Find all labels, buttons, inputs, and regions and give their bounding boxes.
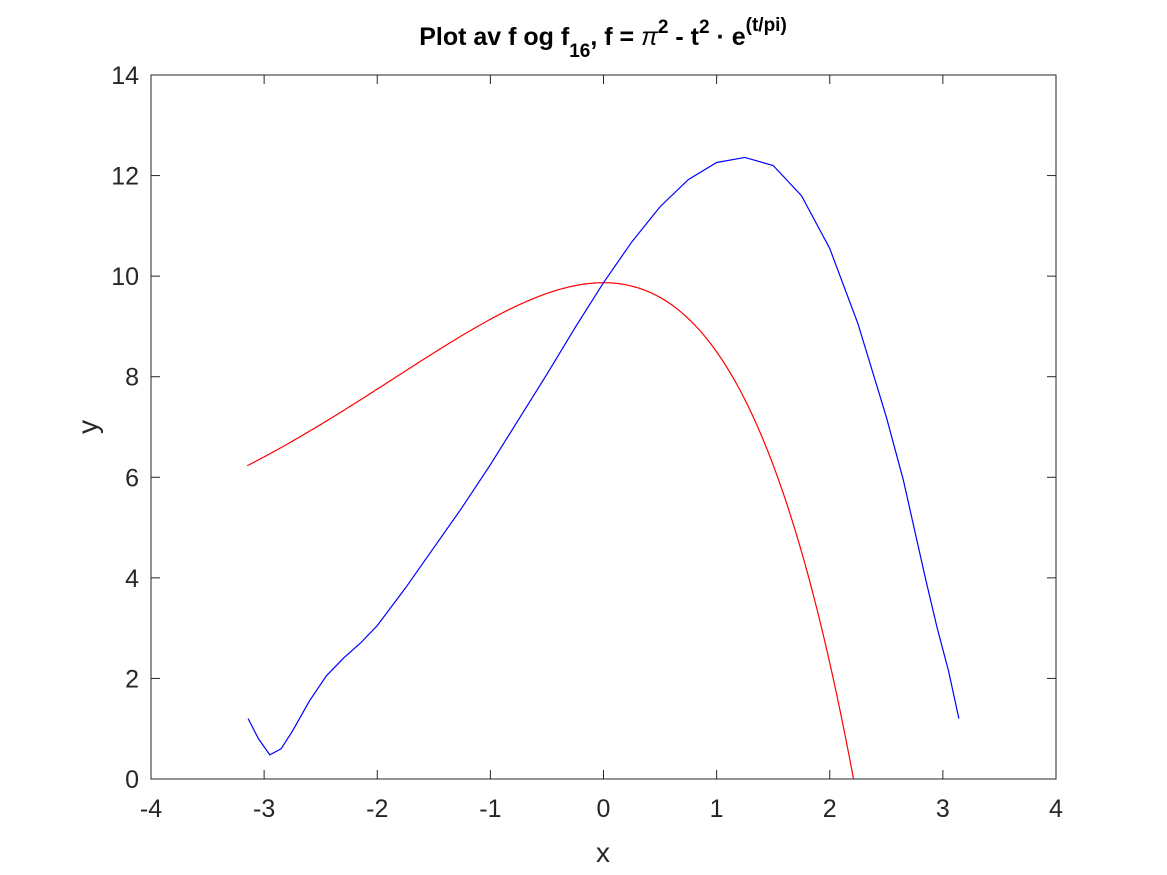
x-axis-label: x — [596, 837, 610, 868]
title-superscript-2: 2 — [699, 17, 710, 38]
title-subscript: 16 — [569, 41, 590, 62]
title-dot-e: · e — [710, 23, 746, 51]
x-tick-label: 4 — [1049, 795, 1063, 823]
title-superscript-1: 2 — [658, 17, 669, 38]
y-tick-label: 14 — [111, 62, 139, 90]
title-minus-t: - t — [668, 23, 699, 51]
chart-title: Plot av f og f16, f = π2 - t2 · e(t/pi) — [419, 15, 787, 62]
y-tick-label: 2 — [125, 665, 139, 693]
x-tick-label: 2 — [823, 795, 837, 823]
title-pi: π — [641, 23, 659, 51]
title-prefix: Plot av f og f — [419, 23, 570, 51]
y-axis-label: y — [72, 420, 103, 434]
x-tick-label: 1 — [710, 795, 724, 823]
x-tick-label: -3 — [253, 795, 275, 823]
y-tick-label: 10 — [111, 263, 139, 291]
x-tick-label: -2 — [366, 795, 388, 823]
title-superscript-3: (t/pi) — [746, 15, 787, 36]
x-tick-label: -1 — [479, 795, 501, 823]
series-line-f-16 — [247, 156, 960, 756]
y-tick-label: 8 — [125, 364, 139, 392]
y-tick-label: 4 — [125, 565, 139, 593]
title-mid: , f = — [590, 23, 641, 51]
y-tick-label: 6 — [125, 464, 139, 492]
x-tick-label: 3 — [936, 795, 950, 823]
x-tick-label: -4 — [140, 795, 162, 823]
axes-box — [150, 74, 1057, 780]
y-tick-label: 12 — [111, 163, 139, 191]
x-tick-label: 0 — [597, 795, 611, 823]
y-tick-label: 0 — [125, 766, 139, 794]
